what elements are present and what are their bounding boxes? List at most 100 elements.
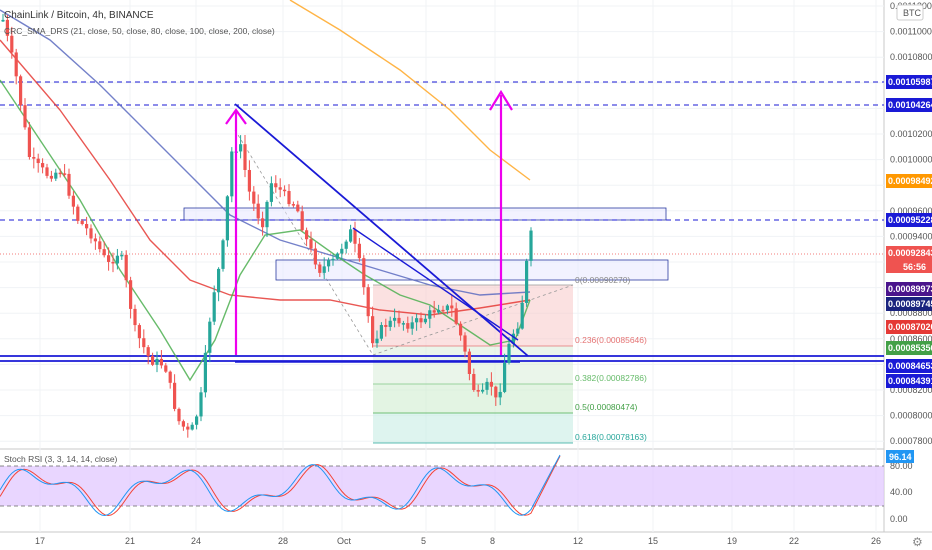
candle-body [432,310,436,313]
rsi-label: Stoch RSI (3, 3, 14, 14, close) [4,454,118,464]
candle-body [67,173,71,196]
candle-body [269,183,273,202]
chart-title: ChainLink / Bitcoin, 4h, BINANCE [4,10,154,21]
candle-body [327,260,331,267]
candle-body [366,287,370,317]
resistance-zone-lower[interactable] [275,259,669,281]
tag-7: 0.00089745 [888,299,932,309]
time-tick: 26 [871,536,881,546]
candle-body [14,52,18,77]
candle-body [393,317,397,321]
candle-body [32,157,36,159]
candle-body [177,408,181,422]
candle-body [49,175,53,179]
candle-body [120,254,124,257]
fib-zone-0-236 [373,285,573,346]
candle-body [208,321,212,353]
tag-bg-1 [886,75,932,89]
rsi-value-tag-bg [886,450,914,463]
candle-body [467,351,471,374]
candle-body [305,230,309,240]
tag-5: 0.00092843 [888,248,932,258]
time-tick: 28 [278,536,288,546]
stoch-rsi-lines [0,454,561,516]
descending-trendline-2[interactable] [352,227,519,341]
candle-body [357,243,361,259]
candle-body [419,318,423,323]
time-tick: 5 [421,536,426,546]
candle-body [322,266,326,273]
target-arrow-right [489,89,513,355]
time-tick: Oct [337,536,352,546]
countdown: 56:56 [903,262,926,272]
candle-body [481,389,485,392]
candle-body [485,381,489,390]
candle-body [529,230,533,261]
pullback-diagonal [234,129,374,356]
time-tick: 24 [191,536,201,546]
fib-zone-5-618 [373,413,573,443]
tag-9: 0.00085356 [888,343,932,353]
candle-body [1,19,5,22]
candle-body [397,317,401,324]
candle-body [5,19,9,36]
candle-body [472,373,476,390]
candle-body [256,203,260,219]
candle-body [164,365,168,372]
tag-bg-11 [886,374,932,388]
candle-body [507,343,511,363]
tag-4: 0.00095228 [888,215,932,225]
candle-body [27,127,31,158]
tag-1: 0.00105987 [888,77,932,87]
fib-label-382: 0.382(0.00082786) [575,373,647,383]
candle-body [362,258,366,288]
settings-icon[interactable]: ⚙ [912,535,923,549]
candle-body [388,320,392,327]
rsi-tick-0: 0.00 [890,514,908,524]
candle-body [186,426,190,430]
rsi-value-tag: 96.14 [889,452,912,462]
time-tick: 12 [573,536,583,546]
price-tick: 0.00078000 [890,436,932,446]
candle-body [516,328,520,334]
candle-body [283,189,287,192]
rsi-k-line [0,454,561,516]
time-axis[interactable]: 17 21 24 28 Oct 5 8 12 15 19 22 26 [35,536,881,546]
candle-body [340,248,344,254]
tag-8: 0.00087020 [888,322,932,332]
candle-body [371,316,375,344]
candle-body [252,191,256,204]
candle-body [19,76,23,106]
candlesticks [1,13,533,438]
candle-body [89,228,93,239]
resistance-zone-upper[interactable] [183,207,667,221]
dashed-levels [0,81,884,221]
candle-body [45,167,49,176]
candle-body [423,318,427,323]
candle-body [525,260,529,303]
time-tick: 22 [789,536,799,546]
candle-body [80,220,84,225]
rsi-tick-80: 80.00 [890,461,913,471]
candle-body [476,389,480,392]
candle-body [291,204,295,206]
candle-body [313,248,317,265]
candle-body [102,249,106,256]
currency-button[interactable] [896,4,924,21]
fib-diagonal [372,284,574,356]
tag-bg-8 [886,320,932,334]
candle-body [511,333,515,344]
candle-body [111,261,115,264]
candle-body [428,310,432,319]
currency-button-label: BTC [903,8,922,18]
candle-body [406,323,410,329]
candle-body [274,183,278,188]
